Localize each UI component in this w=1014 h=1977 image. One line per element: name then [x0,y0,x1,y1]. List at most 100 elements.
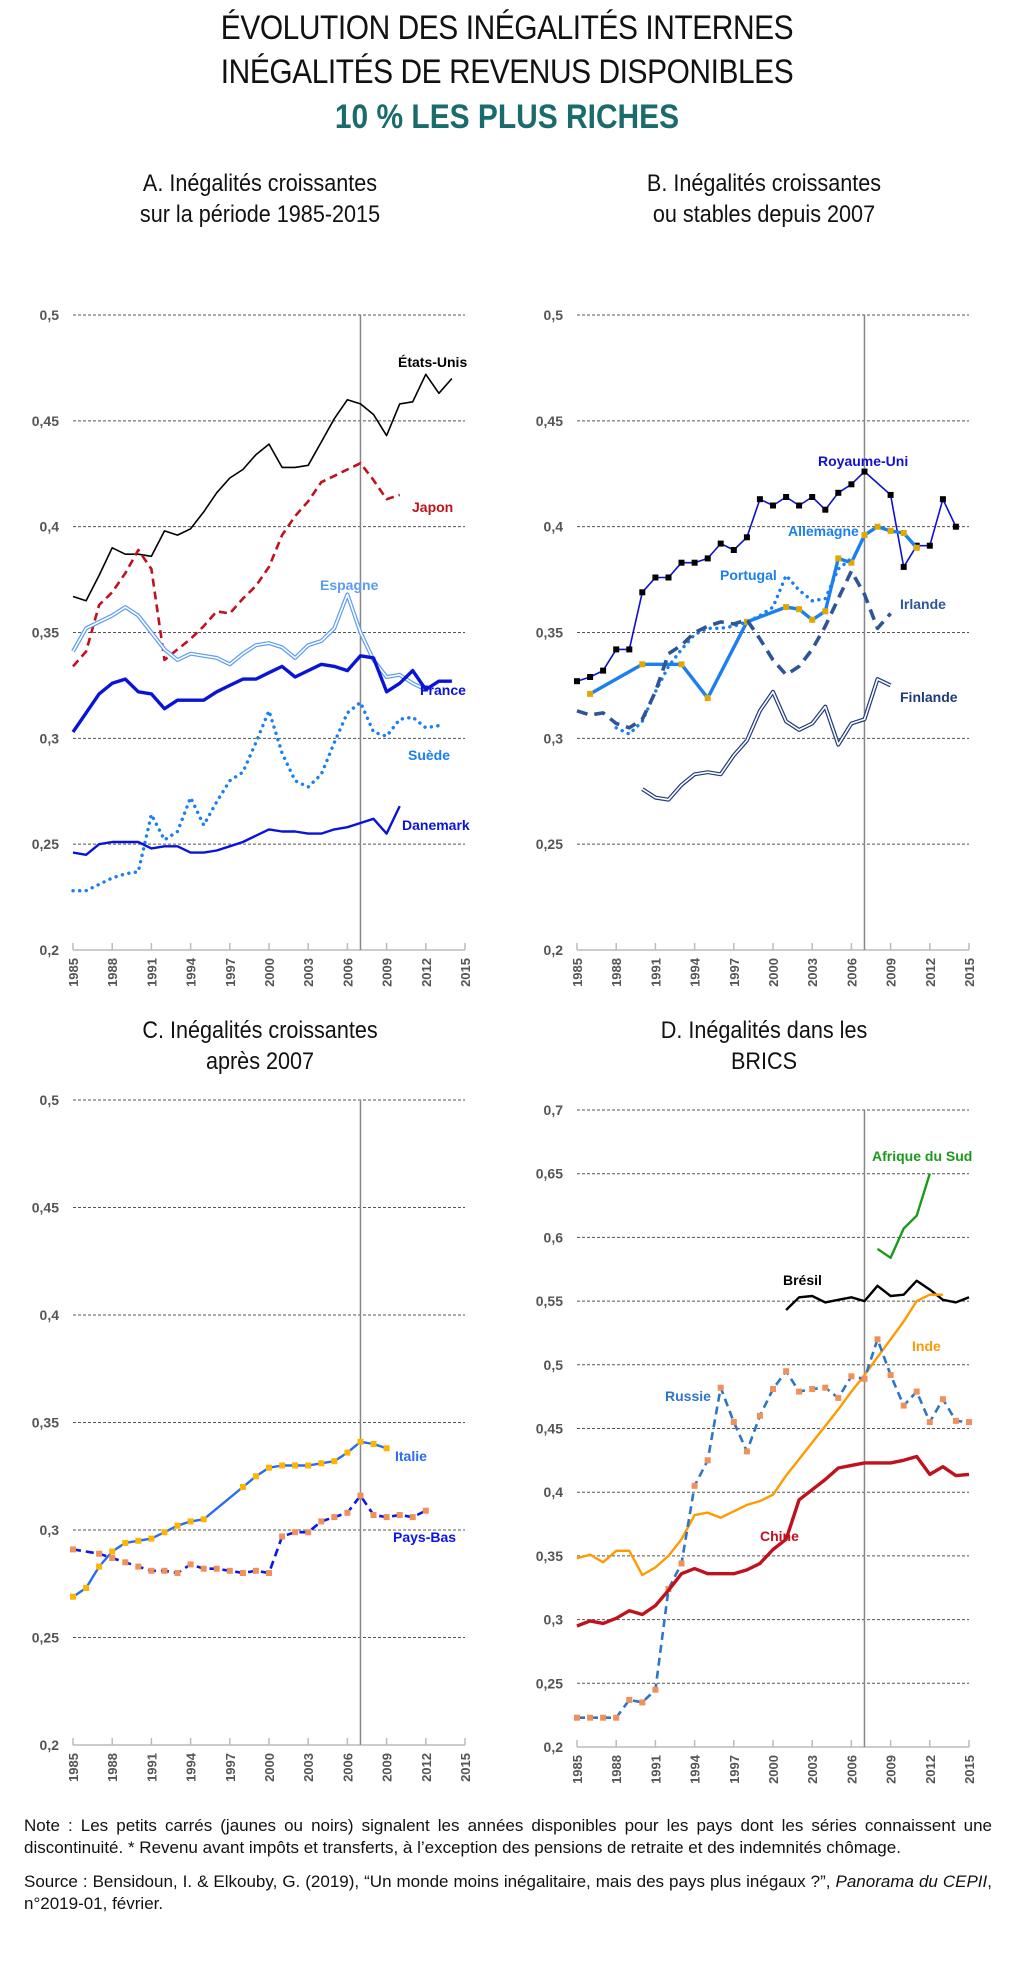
data-point-marker [626,1696,633,1703]
data-point-marker [422,1507,429,1514]
data-point-marker [835,1394,842,1401]
x-tick-label: 1991 [648,1755,663,1784]
data-point-marker [279,1462,286,1469]
series--tats-unis: États-Unis [72,354,467,602]
y-tick-label: 0,4 [40,519,60,535]
data-point-marker [861,1375,868,1382]
panel-b-title: B. Inégalités croissantes ou stables dep… [539,168,989,230]
y-tick-label: 0,5 [544,307,564,323]
data-point-marker [252,1473,259,1480]
x-tick-label: 2009 [884,958,899,987]
data-point-marker [200,1565,207,1572]
data-point-marker [952,523,959,530]
x-tick-label: 2012 [923,1755,938,1784]
x-tick-label: 2000 [766,958,781,987]
series-espagne: Espagne [71,577,427,692]
data-point-marker [96,1563,103,1570]
x-tick-label: 2009 [884,1755,899,1784]
data-point-marker [135,1563,142,1570]
series-afrique-du-sud: Afrique du Sud [872,1148,972,1259]
series-label: Royaume-Uni [818,453,908,469]
y-tick-label: 0,5 [40,1092,60,1108]
y-tick-label: 0,25 [32,1630,59,1646]
data-point-marker [122,1539,129,1546]
y-tick-label: 0,35 [536,1548,563,1564]
data-point-marker [652,574,659,581]
data-point-marker [822,506,829,513]
series-label: Chine [760,1528,799,1544]
data-point-marker [900,1402,907,1409]
data-point-marker [331,1514,338,1521]
panel-a-title-line-2: sur la période 1985-2015 [139,201,381,228]
data-point-marker [266,1570,272,1576]
data-point-marker [926,1419,933,1426]
series-line-outer [641,677,892,802]
data-point-marker [678,1560,685,1567]
y-tick-label: 0,2 [544,942,564,958]
data-point-marker [613,646,620,653]
data-point-marker [796,606,803,613]
x-tick-label: 2009 [380,958,395,987]
data-point-marker [174,1522,181,1529]
series-label: Russie [665,1388,711,1404]
data-point-marker [122,1559,129,1566]
x-tick-label: 2015 [458,1753,473,1782]
x-tick-label: 2006 [340,1753,355,1782]
x-tick-label: 1994 [688,1754,703,1784]
x-tick-label: 2006 [844,1755,859,1784]
data-point-marker [887,527,894,534]
data-point-marker [678,559,685,566]
data-point-marker [848,481,855,488]
data-point-marker [574,1714,580,1721]
data-point-marker [83,1585,90,1591]
y-tick-label: 0,7 [544,1102,564,1118]
x-tick-label: 1997 [223,1753,238,1782]
y-tick-label: 0,2 [40,942,60,958]
data-point-marker [252,1567,259,1574]
data-point-marker [691,1482,698,1489]
y-tick-label: 0,45 [32,1200,59,1216]
series-royaume-uni: Royaume-Uni [574,453,959,685]
y-tick-label: 0,3 [544,730,564,746]
data-point-marker [292,1529,299,1536]
data-point-marker [900,530,907,536]
series-line [576,1454,970,1628]
data-point-marker [161,1567,168,1574]
x-tick-label: 2006 [844,958,859,987]
panel-c-title: C. Inégalités croissantes après 2007 [35,1015,485,1077]
source-publication: Panorama du CEPII [835,1872,988,1891]
y-tick-label: 0,2 [544,1739,564,1755]
data-point-marker [639,589,646,596]
note-text: Note : Les petits carrés (jaunes ou noir… [24,1816,992,1857]
series-line [72,461,401,668]
chart-panel-d: 0,2 0,25 0,3 0,35 0,4 0,45 0,5 0,55 0,6 0,65 0,7 19… [536,1102,977,1784]
data-point-marker [587,690,594,697]
y-tick-label: 0,3 [40,1522,60,1538]
data-point-marker [370,1441,377,1447]
chart-panel-b: 0,2 0,25 0,3 0,35 0,4 0,45 0,5 1985 1988 1991 1994… [536,307,977,987]
x-tick-label: 1991 [648,958,663,987]
series-italie: Italie [70,1438,427,1600]
x-tick-label: 1988 [609,1755,624,1784]
panel-a-title-line-1: A. Inégalités croissantes [142,170,378,197]
data-point-marker [900,563,907,570]
x-tick-label: 1985 [570,1755,585,1784]
y-tick-label: 0,55 [536,1293,563,1309]
x-tick-label: 2012 [419,958,434,987]
data-point-marker [187,1518,194,1525]
series-line [785,1279,970,1311]
data-point-marker [887,491,894,498]
x-tick-label: 1991 [144,1753,159,1782]
data-point-marker [148,1535,155,1542]
data-point-marker [600,667,607,674]
data-point-marker [200,1516,207,1523]
data-point-marker [109,1548,116,1555]
data-point-marker [770,502,776,509]
data-point-marker [318,1460,325,1467]
data-point-marker [135,1537,142,1544]
data-point-marker [587,1714,594,1721]
x-tick-label: 2015 [458,958,473,987]
series-label: Finlande [900,689,958,705]
data-point-marker [704,555,711,562]
